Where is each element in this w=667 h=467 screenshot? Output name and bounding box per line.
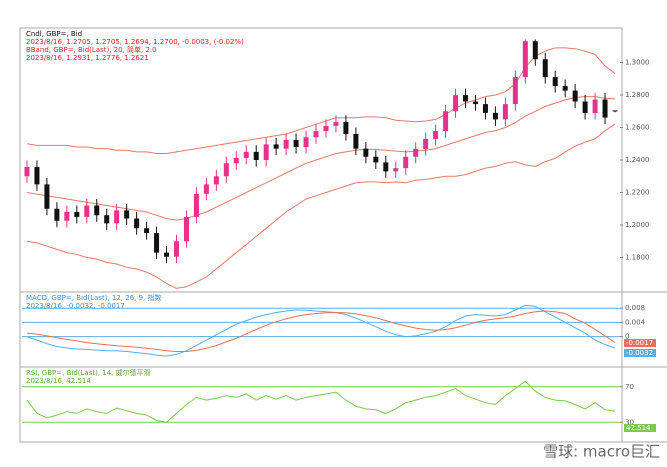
panel-title: RSI, GBP=, Bid(Last), 14, 威尔德平滑 <box>26 368 151 377</box>
candle-body <box>164 252 170 257</box>
candle-body <box>114 210 120 224</box>
candle-body <box>333 121 339 126</box>
candle-body <box>353 134 359 149</box>
y-tick-label: 1.2600 <box>625 124 650 132</box>
candle-body <box>243 151 249 158</box>
candle-body <box>173 241 179 257</box>
candle-body <box>383 162 389 172</box>
y-tick-label: 0 <box>625 333 629 341</box>
series-line <box>26 304 616 357</box>
annotation: BBand, GBP=, Bid(Last), 20, 简单, 2.0 <box>26 45 157 54</box>
y-tick-label: 0.004 <box>625 318 646 326</box>
last-value-box <box>624 349 656 357</box>
candle-body <box>124 210 130 219</box>
y-tick-label: 1.2000 <box>625 221 650 229</box>
y-tick-label: 1.2400 <box>625 156 650 164</box>
candle-body <box>134 218 140 229</box>
candle-body <box>582 101 588 114</box>
panel-subtitle: 2023/8/16, 1.2705, 1.2705, 1.2694, 1.270… <box>26 38 244 46</box>
candle-body <box>592 99 598 114</box>
candle-body <box>433 131 439 139</box>
candle-body <box>44 184 50 209</box>
candle-body <box>512 77 518 105</box>
y-tick-label: 30 <box>625 418 634 426</box>
candle-body <box>263 144 269 160</box>
candle-body <box>193 193 199 217</box>
candle-body <box>34 166 40 185</box>
candle-body <box>64 212 70 221</box>
y-tick-label: 1.2200 <box>625 189 650 197</box>
candle-body <box>413 148 419 157</box>
candle-body <box>144 228 150 234</box>
candle-body <box>293 140 299 147</box>
y-tick-label: 1.2800 <box>625 91 650 99</box>
candle-body <box>552 77 558 87</box>
last-value-label: 42.514 <box>626 424 651 432</box>
watermark: 雪球: macro巨汇 <box>543 443 660 461</box>
panel-subtitle: 2023/8/16, 42.514 <box>26 377 91 385</box>
candle-body <box>24 166 30 177</box>
panel-subtitle: 2023/8/16, -0.0032, -0.0017 <box>26 302 125 310</box>
candle-body <box>84 205 90 217</box>
panel-title: MACD, GBP=, Bid(Last), 12, 26, 9, 指数 <box>26 293 162 302</box>
candle-body <box>273 144 279 149</box>
candle-body <box>74 212 80 217</box>
annotation: 2023/8/16, 1.2931, 1.2776, 1.2621 <box>26 54 149 62</box>
panel-title: Cndl, GBP=, Bid <box>26 30 82 38</box>
candle-body <box>542 59 548 78</box>
last-value-label: -0.0032 <box>626 349 653 357</box>
candle-body <box>233 157 239 164</box>
candle-body <box>94 205 100 216</box>
series-line <box>26 96 616 221</box>
series-line <box>26 123 616 289</box>
candle-body <box>502 104 508 120</box>
series-line <box>26 380 616 423</box>
candle-body <box>213 176 219 185</box>
candle-body <box>253 151 259 160</box>
candle-body <box>363 148 369 157</box>
candle-body <box>303 137 309 147</box>
candle-body <box>393 168 399 172</box>
candle-body <box>223 163 229 177</box>
last-value-box <box>624 339 656 347</box>
candle-body <box>154 233 160 253</box>
candle-body <box>522 41 528 78</box>
last-value-label: -0.0017 <box>626 339 653 347</box>
candle-body <box>423 138 429 149</box>
candle-body <box>472 101 478 105</box>
last-value-box <box>624 424 656 432</box>
y-tick-label: 70 <box>625 383 634 391</box>
candle-body <box>313 131 319 138</box>
series-line <box>26 310 616 352</box>
candle-body <box>492 112 498 120</box>
candle-body <box>403 156 409 169</box>
y-tick-label: 1.3000 <box>625 59 650 67</box>
candle-body <box>443 111 449 132</box>
y-tick-label: 1.1800 <box>625 254 650 262</box>
candle-body <box>183 216 189 242</box>
candle-body <box>562 86 568 91</box>
candle-body <box>453 95 459 112</box>
candle-body <box>343 121 349 134</box>
candle-body <box>602 99 608 118</box>
candle-body <box>104 215 110 224</box>
candle-body <box>463 95 469 102</box>
candle-body <box>612 110 618 112</box>
candle-body <box>482 104 488 113</box>
candle-body <box>54 208 60 221</box>
candle-body <box>323 125 329 132</box>
y-tick-label: 0.008 <box>625 304 645 312</box>
candle-body <box>532 41 538 60</box>
candle-body <box>283 140 289 149</box>
plot-frame <box>19 27 623 443</box>
candle-body <box>572 90 578 102</box>
candle-body <box>203 184 209 194</box>
candle-body <box>373 156 379 163</box>
